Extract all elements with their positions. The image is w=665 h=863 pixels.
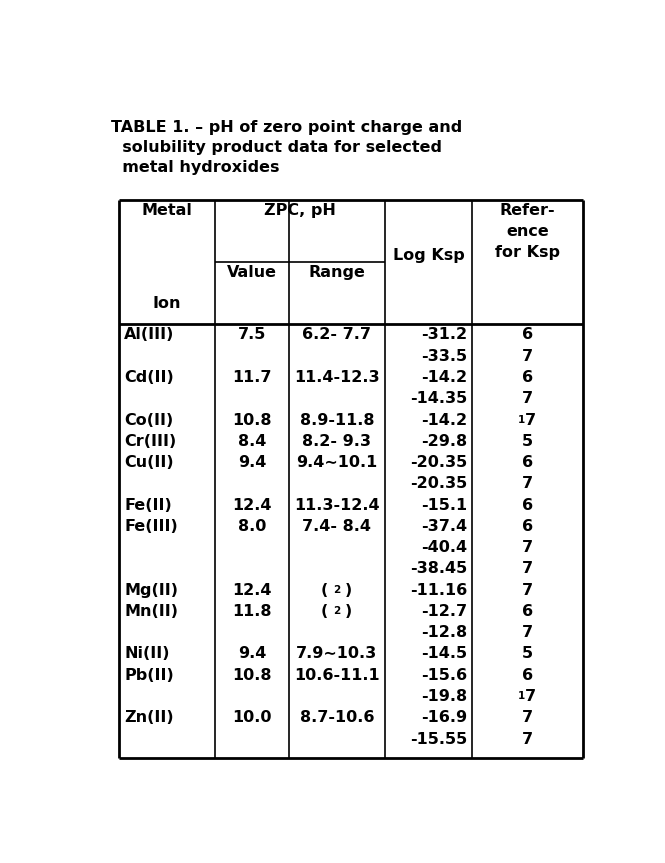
Text: ZPC, pH: ZPC, pH bbox=[263, 203, 336, 217]
Text: Metal: Metal bbox=[142, 203, 192, 217]
Text: -33.5: -33.5 bbox=[421, 349, 467, 364]
Text: 8.9-11.8: 8.9-11.8 bbox=[300, 413, 374, 427]
Text: 6: 6 bbox=[522, 327, 533, 343]
Text: Refer-: Refer- bbox=[500, 203, 555, 217]
Text: 11.8: 11.8 bbox=[232, 604, 272, 619]
Text: Cd(II): Cd(II) bbox=[124, 370, 174, 385]
Text: 11.7: 11.7 bbox=[232, 370, 272, 385]
Text: Al(III): Al(III) bbox=[124, 327, 175, 343]
Text: 8.4: 8.4 bbox=[237, 434, 266, 449]
Text: Fe(III): Fe(III) bbox=[124, 519, 178, 534]
Text: -19.8: -19.8 bbox=[421, 689, 467, 704]
Text: 2: 2 bbox=[333, 584, 340, 595]
Text: Value: Value bbox=[227, 265, 277, 280]
Text: -37.4: -37.4 bbox=[421, 519, 467, 534]
Text: 6: 6 bbox=[522, 519, 533, 534]
Text: 7.5: 7.5 bbox=[237, 327, 266, 343]
Text: 6: 6 bbox=[522, 668, 533, 683]
Text: TABLE 1. – pH of zero point charge and: TABLE 1. – pH of zero point charge and bbox=[112, 120, 463, 135]
Text: 7.9∼10.3: 7.9∼10.3 bbox=[297, 646, 378, 661]
Text: Cr(III): Cr(III) bbox=[124, 434, 177, 449]
Text: -40.4: -40.4 bbox=[421, 540, 467, 555]
Text: 6: 6 bbox=[522, 455, 533, 470]
Text: 8.2- 9.3: 8.2- 9.3 bbox=[303, 434, 372, 449]
Text: -14.2: -14.2 bbox=[421, 413, 467, 427]
Text: -29.8: -29.8 bbox=[421, 434, 467, 449]
Text: 7: 7 bbox=[522, 710, 533, 725]
Text: -20.35: -20.35 bbox=[410, 476, 467, 491]
Text: Mn(II): Mn(II) bbox=[124, 604, 178, 619]
Text: Cu(II): Cu(II) bbox=[124, 455, 174, 470]
Text: 7: 7 bbox=[522, 583, 533, 598]
Text: Zn(II): Zn(II) bbox=[124, 710, 174, 725]
Text: 8.0: 8.0 bbox=[237, 519, 266, 534]
Text: -14.5: -14.5 bbox=[421, 646, 467, 661]
Text: (: ( bbox=[321, 583, 328, 598]
Text: 9.4∼10.1: 9.4∼10.1 bbox=[297, 455, 378, 470]
Text: 10.0: 10.0 bbox=[232, 710, 272, 725]
Text: (: ( bbox=[321, 604, 328, 619]
Text: solubility product data for selected: solubility product data for selected bbox=[112, 140, 442, 155]
Text: Ni(II): Ni(II) bbox=[124, 646, 170, 661]
Text: -14.2: -14.2 bbox=[421, 370, 467, 385]
Text: metal hydroxides: metal hydroxides bbox=[112, 160, 280, 175]
Text: -15.6: -15.6 bbox=[421, 668, 467, 683]
Text: 10.8: 10.8 bbox=[232, 668, 272, 683]
Text: 7: 7 bbox=[522, 540, 533, 555]
Text: 6: 6 bbox=[522, 604, 533, 619]
Text: 7.4- 8.4: 7.4- 8.4 bbox=[303, 519, 372, 534]
Text: 1: 1 bbox=[518, 691, 525, 701]
Text: 8.7-10.6: 8.7-10.6 bbox=[300, 710, 374, 725]
Text: 5: 5 bbox=[522, 434, 533, 449]
Text: Fe(II): Fe(II) bbox=[124, 498, 172, 513]
Text: ): ) bbox=[344, 583, 352, 598]
Text: -11.16: -11.16 bbox=[410, 583, 467, 598]
Text: -16.9: -16.9 bbox=[421, 710, 467, 725]
Text: 2: 2 bbox=[333, 606, 340, 616]
Text: Ion: Ion bbox=[153, 296, 181, 312]
Text: 11.3-12.4: 11.3-12.4 bbox=[294, 498, 380, 513]
Text: -14.35: -14.35 bbox=[410, 391, 467, 406]
Text: 7: 7 bbox=[522, 625, 533, 640]
Text: 5: 5 bbox=[522, 646, 533, 661]
Text: Mg(II): Mg(II) bbox=[124, 583, 178, 598]
Text: Range: Range bbox=[309, 265, 365, 280]
Text: for Ksp: for Ksp bbox=[495, 245, 560, 260]
Text: 10.8: 10.8 bbox=[232, 413, 272, 427]
Text: -20.35: -20.35 bbox=[410, 455, 467, 470]
Text: 6: 6 bbox=[522, 370, 533, 385]
Text: 7: 7 bbox=[522, 349, 533, 364]
Text: -12.7: -12.7 bbox=[421, 604, 467, 619]
Text: 7: 7 bbox=[522, 476, 533, 491]
Text: 6.2- 7.7: 6.2- 7.7 bbox=[303, 327, 372, 343]
Text: -15.55: -15.55 bbox=[410, 732, 467, 746]
Text: 1: 1 bbox=[518, 414, 525, 425]
Text: Pb(II): Pb(II) bbox=[124, 668, 174, 683]
Text: Log Ksp: Log Ksp bbox=[392, 248, 464, 262]
Text: 7: 7 bbox=[522, 391, 533, 406]
Text: 10.6-11.1: 10.6-11.1 bbox=[294, 668, 380, 683]
Text: 11.4-12.3: 11.4-12.3 bbox=[294, 370, 380, 385]
Text: ence: ence bbox=[506, 224, 549, 239]
Text: 9.4: 9.4 bbox=[237, 646, 266, 661]
Text: 7: 7 bbox=[522, 732, 533, 746]
Text: ): ) bbox=[344, 604, 352, 619]
Text: 12.4: 12.4 bbox=[232, 583, 272, 598]
Text: 7: 7 bbox=[525, 689, 536, 704]
Text: 9.4: 9.4 bbox=[237, 455, 266, 470]
Text: -31.2: -31.2 bbox=[421, 327, 467, 343]
Text: 12.4: 12.4 bbox=[232, 498, 272, 513]
Text: Co(II): Co(II) bbox=[124, 413, 174, 427]
Text: 7: 7 bbox=[525, 413, 536, 427]
Text: 7: 7 bbox=[522, 562, 533, 576]
Text: -12.8: -12.8 bbox=[421, 625, 467, 640]
Text: -15.1: -15.1 bbox=[421, 498, 467, 513]
Text: -38.45: -38.45 bbox=[410, 562, 467, 576]
Text: 6: 6 bbox=[522, 498, 533, 513]
